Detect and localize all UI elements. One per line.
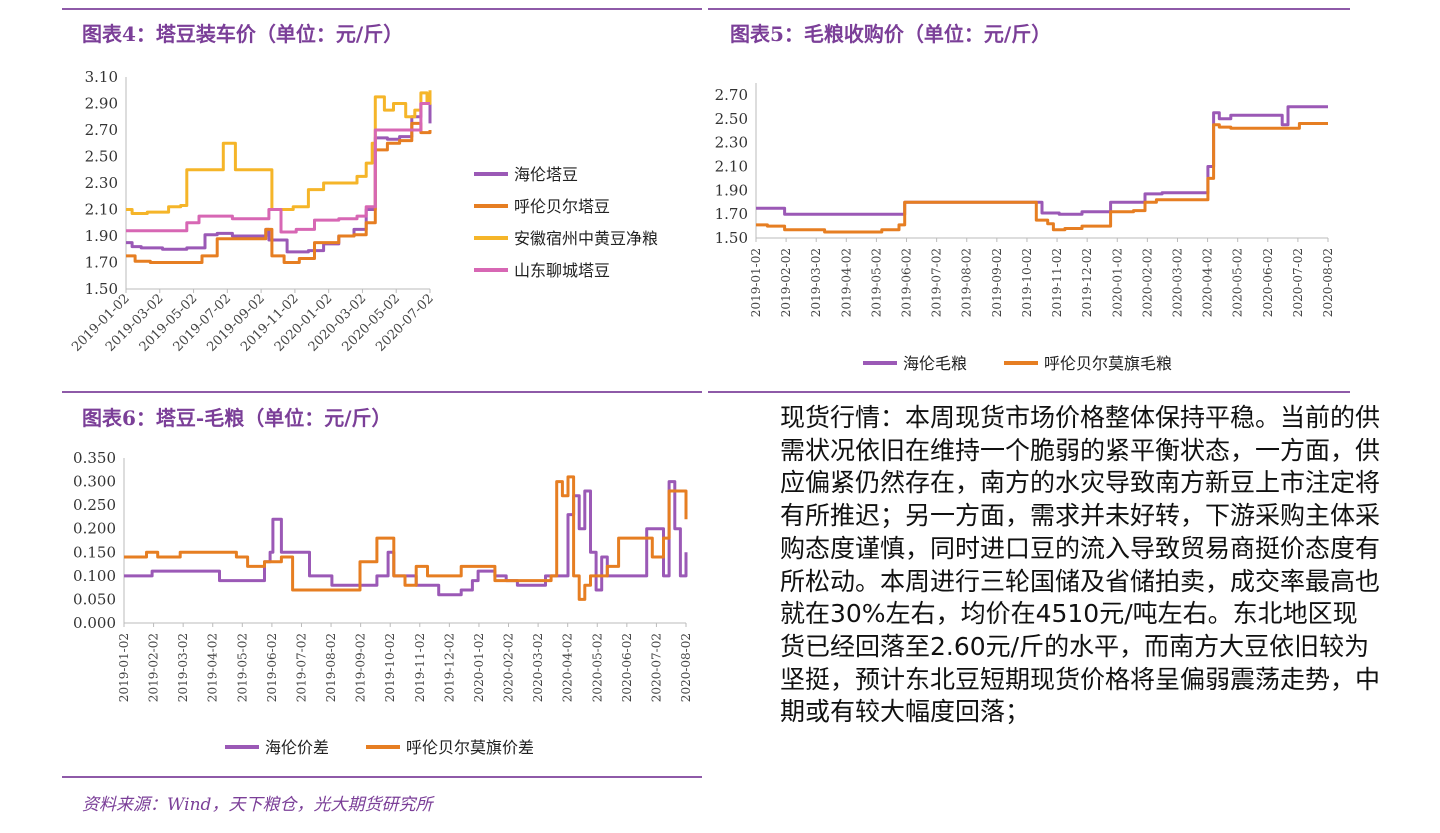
series-line-0: [756, 105, 1328, 216]
x-tick-label: 2019-05-02: [235, 633, 249, 702]
y-tick-label: 2.10: [715, 157, 748, 175]
x-tick-label: 2019-04-02: [839, 248, 853, 317]
rule-mid-right: [708, 391, 1350, 393]
legend-label: 呼伦贝尔莫旗价差: [406, 738, 534, 757]
y-tick-label: 2.10: [85, 201, 118, 219]
y-tick-label: 1.90: [85, 227, 118, 245]
y-tick-label: 2.90: [85, 95, 118, 113]
x-tick-label: 2019-11-02: [1050, 248, 1064, 317]
x-tick-label: 2019-03-02: [176, 633, 190, 702]
y-tick-label: 2.70: [85, 121, 118, 139]
x-tick-label: 2019-12-02: [1080, 248, 1094, 317]
x-tick-label: 2019-09-02: [354, 633, 368, 702]
x-tick-label: 2019-08-02: [960, 248, 974, 317]
rule-top-left: [62, 8, 702, 10]
market-commentary: 现货行情：本周现货市场价格整体保持平稳。当前的供需状况依旧在维持一个脆弱的紧平衡…: [780, 403, 1381, 727]
x-tick-label: 2020-03-02: [1170, 248, 1184, 317]
y-tick-label: 2.70: [715, 86, 748, 104]
x-tick-label: 2020-06-02: [620, 633, 634, 702]
y-tick-label: 0.050: [73, 590, 116, 608]
source-note: 资料来源：Wind，天下粮仓，光大期货研究所: [82, 795, 433, 815]
legend-label: 山东聊城塔豆: [514, 261, 610, 280]
x-tick-label: 2020-04-02: [1201, 248, 1215, 317]
series-line-1: [756, 122, 1328, 234]
series-line-2: [126, 90, 432, 215]
rule-mid-left: [62, 391, 702, 393]
rule-bottom-left: [62, 776, 702, 778]
x-tick-label: 2019-06-02: [900, 248, 914, 317]
series-line-0: [126, 102, 432, 254]
x-tick-label: 2019-07-02: [294, 633, 308, 702]
x-tick-label: 2020-02-02: [502, 633, 516, 702]
x-tick-label: 2019-01-02: [117, 633, 131, 702]
x-tick-label: 2019-07-02: [930, 248, 944, 317]
x-tick-label: 2019-04-02: [206, 633, 220, 702]
x-tick-label: 2020-02-02: [1140, 248, 1154, 317]
y-tick-label: 0.150: [73, 543, 116, 561]
y-tick-label: 2.30: [715, 134, 748, 152]
y-tick-label: 2.30: [85, 174, 118, 192]
x-tick-label: 2020-01-02: [472, 633, 486, 702]
y-tick-label: 0.200: [73, 520, 116, 538]
legend-label: 海伦塔豆: [514, 165, 578, 184]
x-tick-label: 2019-02-02: [779, 248, 793, 317]
x-tick-label: 2020-08-02: [1321, 248, 1335, 317]
x-tick-label: 2019-01-02: [749, 248, 763, 317]
x-tick-label: 2019-09-02: [990, 248, 1004, 317]
y-tick-label: 2.50: [715, 110, 748, 128]
x-tick-label: 2020-07-02: [649, 633, 663, 702]
y-tick-label: 0.250: [73, 496, 116, 514]
x-tick-label: 2019-06-02: [265, 633, 279, 702]
x-tick-label: 2019-10-02: [1020, 248, 1034, 317]
y-tick-label: 1.90: [715, 181, 748, 199]
x-tick-label: 2020-05-02: [590, 633, 604, 702]
y-tick-label: 2.50: [85, 148, 118, 166]
y-tick-label: 1.70: [715, 205, 748, 223]
x-tick-label: 2019-12-02: [442, 633, 456, 702]
x-tick-label: 2019-05-02: [869, 248, 883, 317]
chart6: 0.350 0.300 0.250 0.200 0.150 0.100 0.050 0.000…: [73, 449, 693, 757]
series-line-1: [124, 475, 688, 601]
x-tick-label: 2020-07-02: [1291, 248, 1305, 317]
y-tick-label: 0.300: [73, 473, 116, 491]
legend-label: 海伦毛粮: [903, 354, 967, 373]
legend-label: 呼伦贝尔莫旗毛粮: [1044, 354, 1172, 373]
y-tick-label: 0.000: [73, 614, 116, 632]
chart5-title: 图表5：毛粮收购价（单位：元/斤）: [730, 22, 1052, 46]
legend-label: 呼伦贝尔塔豆: [514, 197, 610, 216]
x-tick-label: 2020-05-02: [1231, 248, 1245, 317]
chart4-title: 图表4：塔豆装车价（单位：元/斤）: [82, 22, 404, 46]
rule-top-right: [708, 8, 1350, 10]
x-tick-label: 2019-10-02: [383, 633, 397, 702]
legend-label: 安徽宿州中黄豆净粮: [514, 229, 658, 248]
y-tick-label: 1.50: [715, 229, 748, 247]
y-tick-label: 3.10: [85, 68, 118, 86]
y-tick-label: 0.100: [73, 567, 116, 585]
series-line-3: [126, 102, 430, 234]
x-tick-label: 2020-03-02: [531, 633, 545, 702]
x-tick-label: 2019-11-02: [413, 633, 427, 702]
x-tick-label: 2020-06-02: [1261, 248, 1275, 317]
y-tick-label: 1.50: [85, 280, 118, 298]
y-tick-label: 0.350: [73, 449, 116, 467]
chart6-title: 图表6：塔豆-毛粮（单位：元/斤）: [82, 406, 392, 430]
legend-label: 海伦价差: [265, 738, 329, 757]
y-tick-label: 1.70: [85, 254, 118, 272]
x-tick-label: 2019-03-02: [809, 248, 823, 317]
x-tick-label: 2020-04-02: [561, 633, 575, 702]
x-tick-label: 2019-02-02: [147, 633, 161, 702]
chart4: 3.102.902.702.502.302.101.901.701.502019…: [69, 68, 658, 355]
x-tick-label: 2019-08-02: [324, 633, 338, 702]
x-tick-label: 2020-08-02: [679, 633, 693, 702]
x-tick-label: 2020-01-02: [1110, 248, 1124, 317]
series-line-1: [126, 121, 432, 264]
